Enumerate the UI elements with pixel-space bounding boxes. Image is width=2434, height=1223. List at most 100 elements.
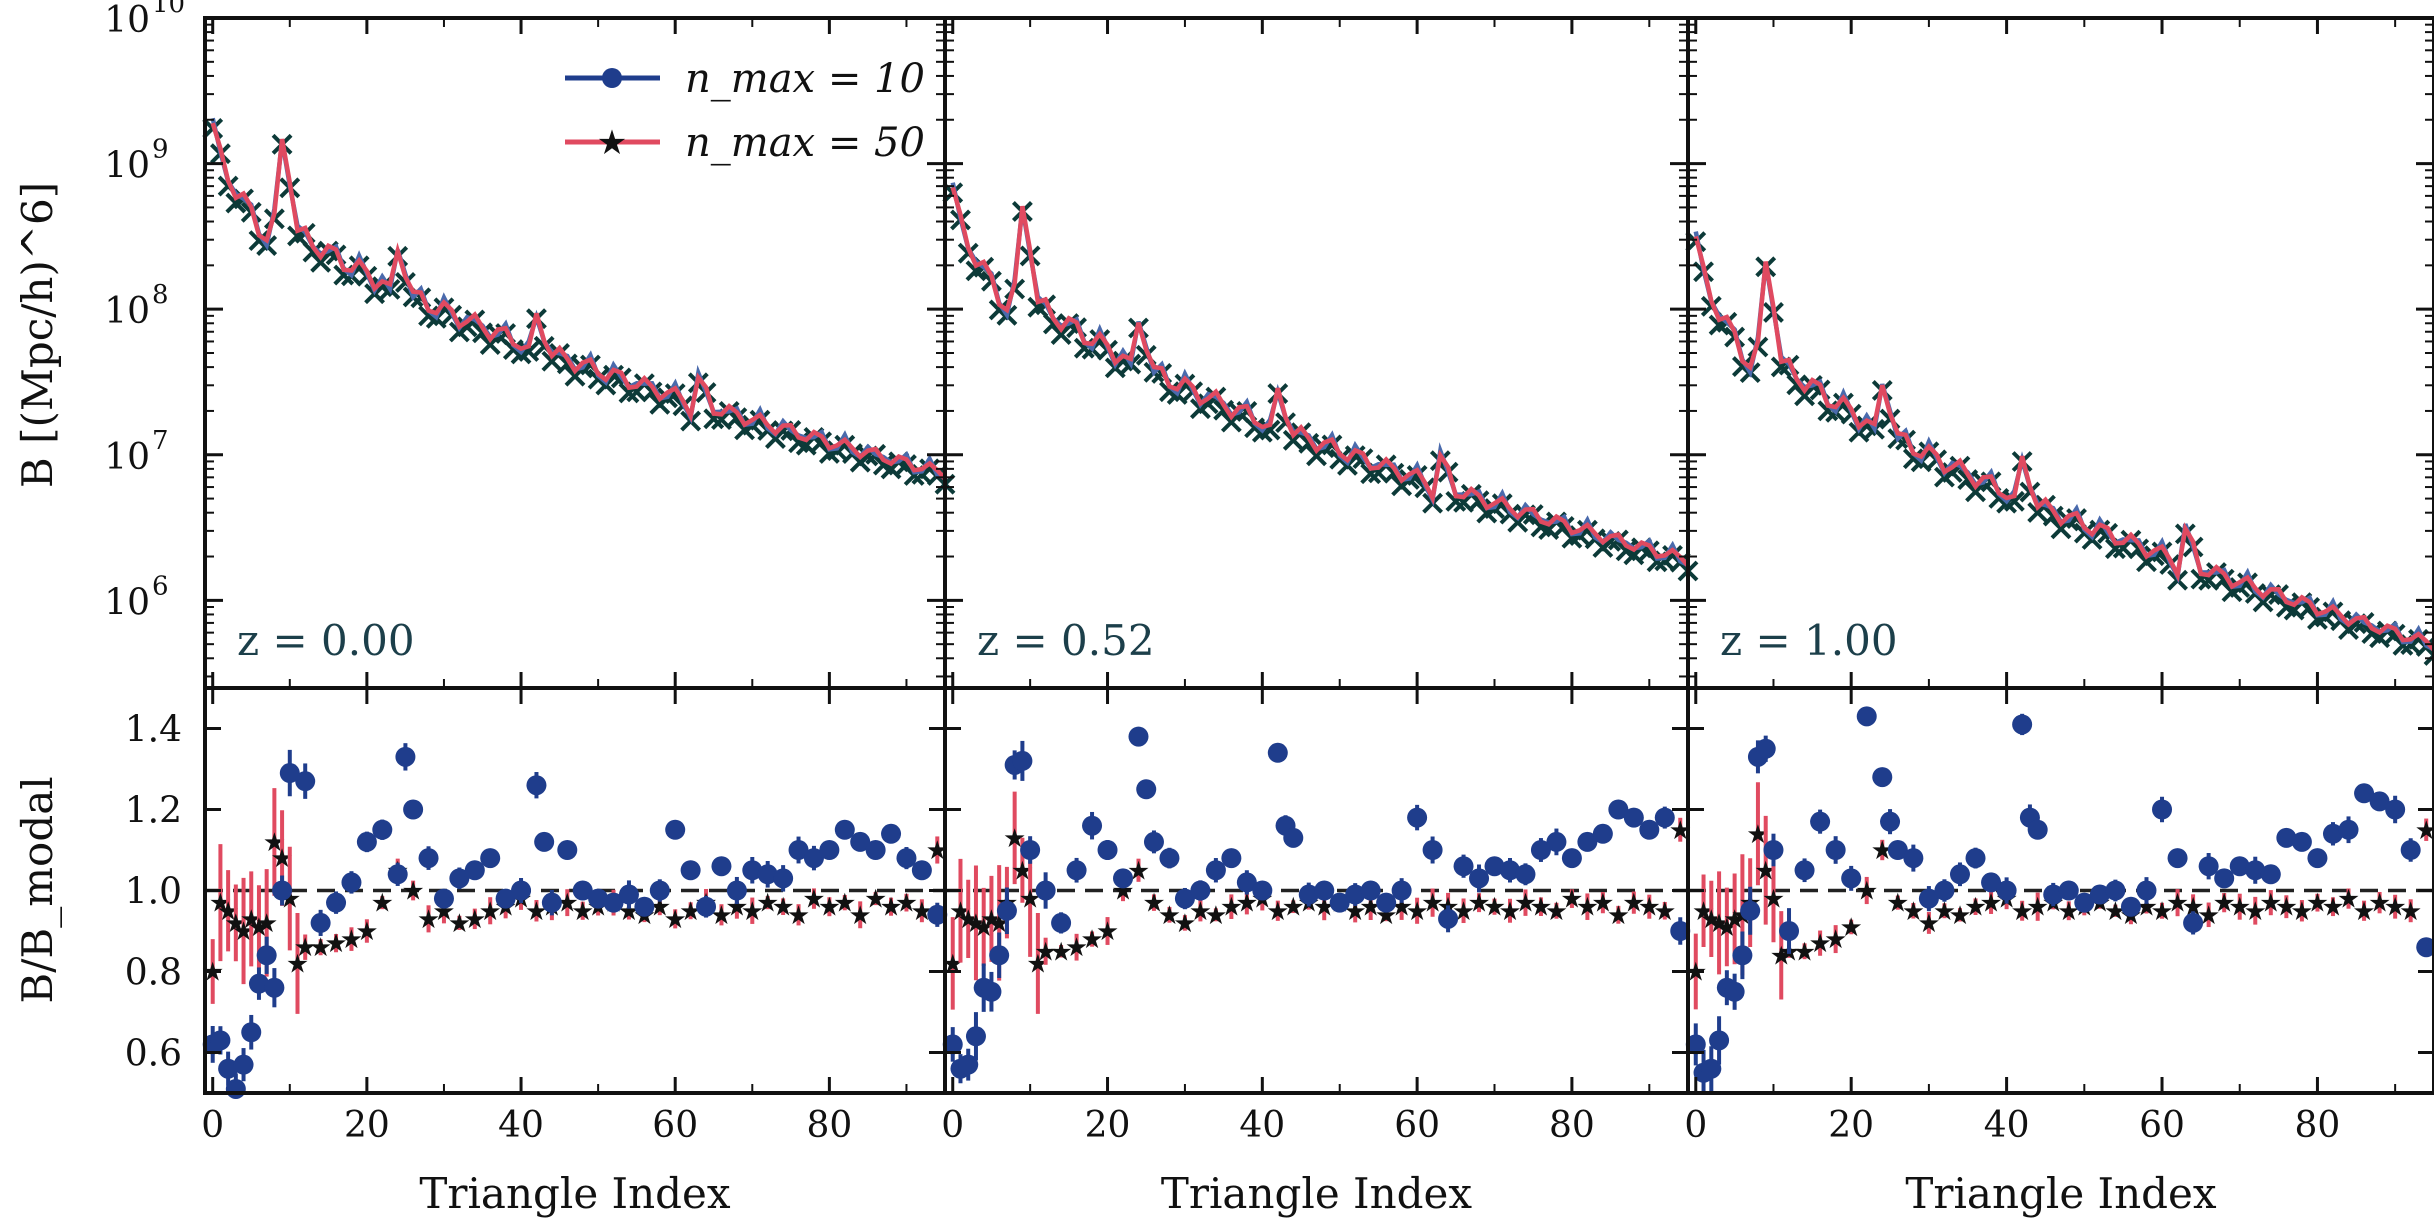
point-nmax50: ★ (1049, 937, 1072, 967)
point-nmax10 (865, 840, 886, 860)
point-nmax10 (1934, 880, 1955, 901)
point-nmax10 (896, 848, 917, 869)
point-nmax10 (927, 904, 948, 925)
point-nmax50: ★ (802, 885, 825, 915)
y-tick-label: 1.0 (125, 872, 182, 913)
series-line-nmax50 (950, 186, 1690, 568)
point-nmax10 (788, 840, 809, 860)
x-tick-label: 60 (1394, 1105, 1440, 1146)
reference-marker (2423, 644, 2434, 666)
point-nmax50: ★ (2368, 889, 2391, 919)
point-nmax10 (395, 746, 416, 767)
point-nmax10 (1376, 892, 1397, 913)
point-nmax50: ★ (1871, 836, 1894, 866)
x-tick-label: 20 (344, 1105, 390, 1146)
point-nmax10 (464, 860, 485, 881)
point-nmax50: ★ (1638, 893, 1661, 923)
point-nmax10 (2322, 823, 2343, 844)
point-nmax10 (1872, 767, 1893, 788)
point-nmax10 (2385, 799, 2406, 820)
x-tick-label: 60 (652, 1105, 698, 1146)
point-nmax10 (418, 848, 439, 869)
x-tick-label: 0 (1684, 1105, 1707, 1146)
point-nmax10 (680, 860, 701, 881)
point-nmax50: ★ (371, 889, 394, 919)
bottom-panel-1: ★★★★★★★★★★★★★★★★★★★★★★★★★ ★★ ★ ★★★★★★ ★★★★★★… (941, 726, 1692, 1084)
point-nmax10 (2167, 848, 2188, 869)
point-nmax50: ★ (818, 893, 841, 923)
point-nmax50: ★ (1498, 897, 1521, 927)
point-nmax10 (1856, 706, 1877, 727)
point-nmax10 (2245, 860, 2266, 881)
series-line-nmax50 (210, 122, 947, 481)
point-nmax50: ★ (1235, 889, 1258, 919)
panels-layer: z = 0.00 z = 0.52 z = 1.00★★★★★★★★★★★★★★★★… (104, 0, 2434, 1218)
point-nmax50: ★ (725, 893, 748, 923)
point-nmax10 (1314, 880, 1335, 901)
point-nmax10 (981, 981, 1002, 1002)
point-nmax50: ★ (2306, 889, 2329, 919)
point-nmax10 (2354, 783, 2375, 804)
legend-label-nmax50: n_max = 50 (685, 120, 925, 166)
x-tick-label: 40 (1984, 1105, 2030, 1146)
point-nmax10 (1724, 981, 1745, 1002)
y-tick-label: 10 (104, 0, 150, 41)
point-nmax10 (279, 763, 300, 784)
point-nmax10 (1623, 807, 1644, 828)
point-nmax50: ★ (741, 897, 764, 927)
point-nmax10 (1128, 726, 1149, 747)
point-nmax10 (2027, 819, 2048, 840)
point-nmax10 (1732, 945, 1753, 966)
point-nmax50: ★ (1529, 893, 1552, 923)
point-nmax10 (1841, 868, 1862, 889)
point-nmax10 (295, 771, 316, 792)
point-nmax50: ★ (879, 893, 902, 923)
point-nmax10 (1918, 888, 1939, 909)
point-nmax10 (1051, 912, 1072, 933)
point-nmax50: ★ (1886, 889, 1909, 919)
x-tick-label: 0 (201, 1105, 224, 1146)
reference-marker (518, 341, 540, 362)
point-nmax10 (233, 1054, 254, 1075)
y-tick-label-exponent: 10 (152, 0, 185, 19)
point-nmax10 (256, 945, 277, 966)
reference-marker (310, 251, 332, 273)
point-nmax10 (2120, 896, 2141, 917)
point-nmax50: ★ (255, 909, 278, 939)
point-nmax10 (248, 973, 269, 994)
point-nmax50: ★ (1762, 885, 1785, 915)
point-nmax50: ★ (1948, 901, 1971, 931)
point-nmax50: ★ (463, 905, 486, 935)
point-nmax50: ★ (2150, 897, 2173, 927)
point-nmax50: ★ (1189, 897, 1212, 927)
point-nmax10 (1561, 848, 1582, 869)
point-nmax10 (819, 840, 840, 860)
point-nmax10 (1608, 799, 1629, 820)
point-nmax10 (1236, 872, 1257, 893)
point-nmax10 (225, 1078, 246, 1099)
point-nmax50: ★ (1840, 913, 1863, 943)
point-nmax50: ★ (833, 889, 856, 919)
point-nmax50: ★ (1173, 909, 1196, 939)
point-nmax50: ★ (1793, 937, 1816, 967)
point-nmax10 (1763, 840, 1784, 860)
point-nmax50: ★ (294, 933, 317, 963)
point-nmax10 (1996, 880, 2017, 901)
redshift-label: z = 0.00 (237, 616, 415, 665)
point-nmax50: ★ (2352, 897, 2375, 927)
point-nmax10 (803, 848, 824, 869)
point-nmax10 (2152, 799, 2173, 820)
point-nmax50: ★ (1917, 909, 1940, 939)
point-nmax50: ★ (1545, 897, 1568, 927)
y-tick-label: 0.6 (125, 1034, 182, 1075)
point-nmax50: ★ (2321, 893, 2344, 923)
point-nmax10 (942, 1034, 963, 1055)
point-nmax50: ★ (1220, 893, 1243, 923)
y-tick-label: 0.8 (125, 953, 182, 994)
reference-marker (1259, 419, 1281, 441)
point-nmax50: ★ (1514, 889, 1537, 919)
point-nmax50: ★ (401, 877, 424, 907)
point-nmax50: ★ (771, 893, 794, 923)
point-nmax50: ★ (417, 905, 440, 935)
